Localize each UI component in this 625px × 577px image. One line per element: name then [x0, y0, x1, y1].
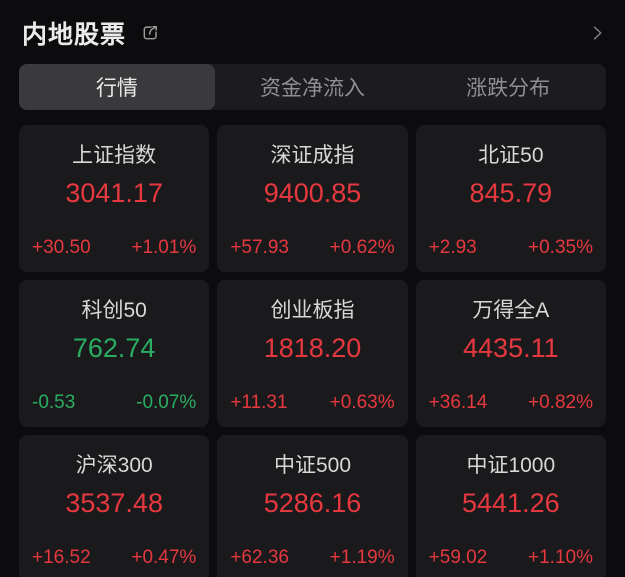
tab-advance-decline[interactable]: 涨跌分布 — [466, 77, 551, 100]
index-change-row: +57.93 +0.62% — [230, 238, 394, 257]
index-change: +2.93 — [428, 237, 477, 258]
index-name: 上证指数 — [72, 144, 157, 167]
index-change-pct: +0.63% — [329, 392, 395, 413]
index-change: -0.53 — [32, 392, 76, 413]
tab-quotes[interactable]: 行情 — [19, 64, 215, 110]
index-name: 北证50 — [478, 144, 544, 167]
index-change: +59.02 — [428, 547, 488, 568]
index-change-pct: +1.19% — [329, 547, 395, 568]
index-name: 沪深300 — [75, 454, 153, 477]
widget-header: 内地股票 — [0, 0, 625, 58]
index-change-row: +2.93 +0.35% — [429, 238, 593, 257]
index-change-row: +59.02 +1.10% — [429, 548, 593, 567]
index-change-pct: +0.35% — [528, 237, 593, 258]
index-change-pct: +0.82% — [528, 392, 593, 413]
index-change: +11.31 — [230, 392, 288, 413]
index-card-csi300[interactable]: 沪深300 3537.48 +16.52 +0.47% — [19, 435, 210, 577]
index-change-row: -0.53 -0.07% — [32, 393, 196, 412]
index-name: 万得全A — [472, 299, 550, 322]
index-grid: 上证指数 3041.17 +30.50 +1.01% 深证成指 9400.85 … — [19, 125, 606, 577]
index-card-chinext[interactable]: 创业板指 1818.20 +11.31 +0.63% — [217, 280, 408, 427]
index-name: 中证1000 — [466, 454, 556, 477]
index-name: 中证500 — [273, 454, 352, 477]
index-card-bse50[interactable]: 北证50 845.79 +2.93 +0.35% — [415, 125, 606, 272]
index-card-star50[interactable]: 科创50 762.74 -0.53 -0.07% — [19, 280, 210, 427]
index-change: +16.52 — [32, 547, 91, 568]
index-value: 1818.20 — [263, 333, 362, 363]
index-value: 5441.26 — [462, 488, 560, 518]
tab-net-inflow[interactable]: 资金净流入 — [260, 77, 365, 100]
index-change: +36.14 — [428, 392, 488, 413]
index-change: +57.93 — [230, 237, 289, 258]
index-name: 创业板指 — [270, 299, 355, 322]
index-change: +30.50 — [32, 237, 91, 258]
index-change-row: +36.14 +0.82% — [429, 393, 593, 412]
tab-bar: 行情 资金净流入 涨跌分布 — [19, 64, 606, 110]
index-change-row: +62.36 +1.19% — [230, 548, 394, 567]
index-change-pct: +1.01% — [131, 237, 197, 258]
index-value: 3537.48 — [65, 488, 163, 518]
index-change-row: +11.31 +0.63% — [230, 393, 394, 412]
index-change-pct: +0.47% — [131, 547, 197, 568]
index-value: 5286.16 — [263, 488, 362, 518]
index-change-pct: -0.07% — [136, 392, 197, 413]
index-change-pct: +0.62% — [329, 237, 395, 258]
index-value: 845.79 — [469, 178, 553, 208]
index-change-row: +30.50 +1.01% — [32, 238, 196, 257]
chevron-right-icon[interactable] — [587, 23, 607, 43]
index-change-row: +16.52 +0.47% — [32, 548, 196, 567]
share-icon[interactable] — [139, 22, 161, 44]
index-value: 4435.11 — [463, 333, 559, 363]
index-name: 科创50 — [81, 299, 147, 322]
index-value: 9400.85 — [263, 178, 362, 208]
index-value: 762.74 — [72, 333, 156, 363]
index-card-wind-all-a[interactable]: 万得全A 4435.11 +36.14 +0.82% — [415, 280, 606, 427]
index-card-csi500[interactable]: 中证500 5286.16 +62.36 +1.19% — [217, 435, 408, 577]
index-card-csi1000[interactable]: 中证1000 5441.26 +59.02 +1.10% — [415, 435, 606, 577]
index-card-shanghai-composite[interactable]: 上证指数 3041.17 +30.50 +1.01% — [19, 125, 210, 272]
index-name: 深证成指 — [270, 144, 355, 167]
page-title: 内地股票 — [22, 21, 127, 49]
index-value: 3041.17 — [65, 178, 163, 208]
index-card-shenzhen-component[interactable]: 深证成指 9400.85 +57.93 +0.62% — [217, 125, 408, 272]
index-change: +62.36 — [230, 547, 289, 568]
index-change-pct: +1.10% — [528, 547, 593, 568]
